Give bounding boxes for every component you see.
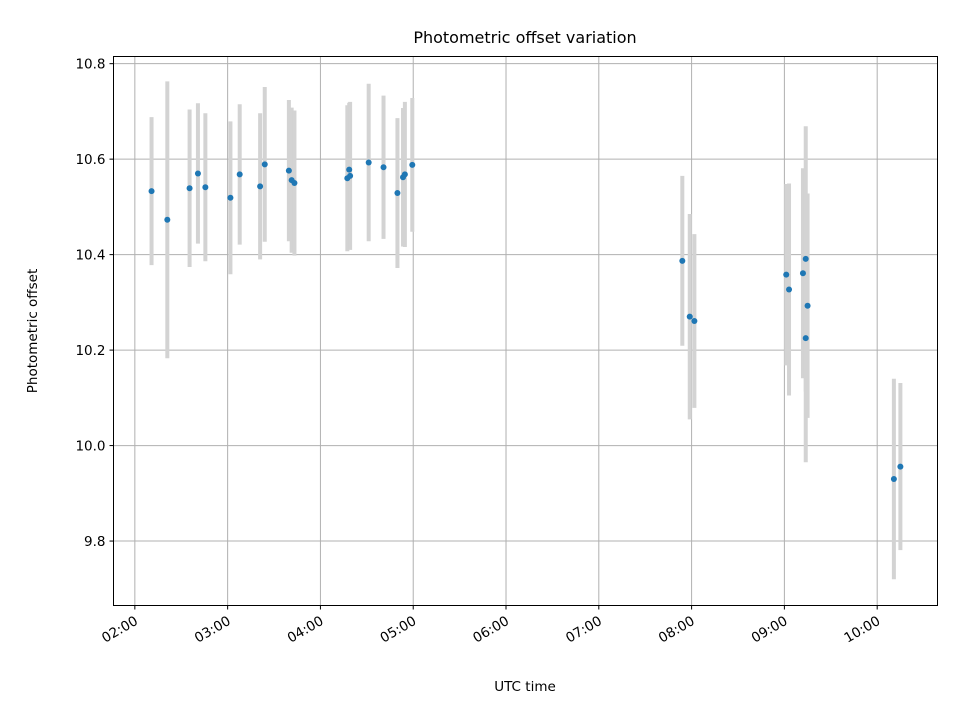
data-point (802, 255, 809, 262)
plot-frame (113, 56, 938, 606)
y-axis-label: Photometric offset (25, 269, 41, 393)
data-point (164, 216, 171, 223)
data-point (691, 317, 698, 324)
y-tick-label: 10.6 (75, 152, 105, 168)
y-tick-label: 10.4 (75, 248, 105, 264)
grid-lines (113, 56, 938, 606)
data-point (804, 302, 811, 309)
chart-title: Photometric offset variation (413, 28, 636, 47)
data-point (380, 164, 387, 171)
y-tick-label: 10.0 (75, 439, 105, 455)
data-point (236, 171, 243, 178)
data-point (409, 161, 416, 168)
data-point (347, 172, 354, 179)
data-point (786, 286, 793, 293)
data-point (194, 170, 201, 177)
data-point (291, 180, 298, 187)
data-point (257, 183, 264, 190)
data-point (897, 463, 904, 470)
y-tick-label: 10.8 (75, 57, 105, 73)
data-points (148, 159, 904, 482)
data-point (227, 194, 234, 201)
data-point (802, 335, 809, 342)
y-axis-ticks: 9.8 10.0 10.2 10.4 10.6 10.8 (75, 57, 114, 550)
data-point (394, 190, 401, 197)
y-tick-label: 10.2 (75, 343, 105, 359)
data-point (202, 184, 209, 191)
data-point (186, 185, 193, 192)
data-point (686, 313, 693, 320)
data-point (261, 161, 268, 168)
data-point (783, 271, 790, 278)
data-point (148, 188, 155, 195)
data-point (346, 166, 353, 173)
data-point (890, 475, 897, 482)
data-point (285, 167, 292, 174)
data-point (679, 257, 686, 264)
x-axis-label: UTC time (494, 679, 556, 695)
data-point (401, 171, 408, 178)
data-point (365, 159, 372, 166)
y-tick-label: 9.8 (84, 534, 105, 550)
data-point (799, 270, 806, 277)
